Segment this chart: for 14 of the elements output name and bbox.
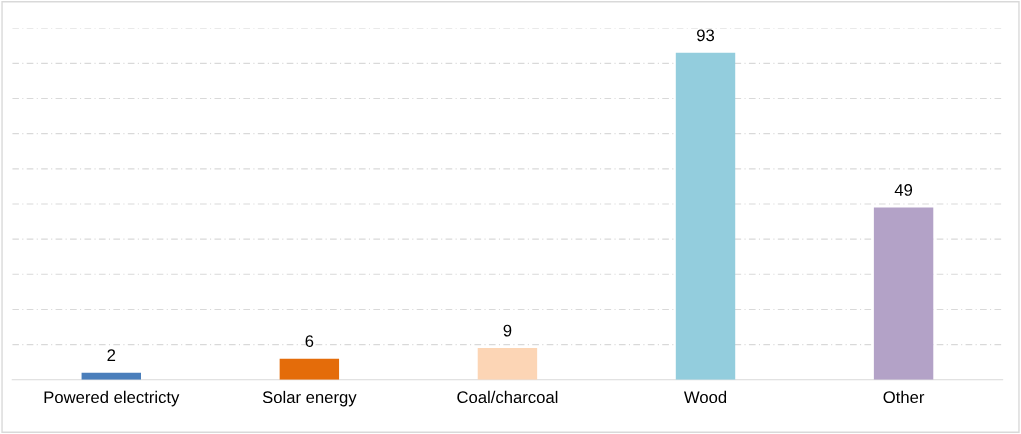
- data-label: 93: [697, 29, 715, 42]
- data-label: 49: [894, 184, 913, 196]
- bar: [873, 207, 934, 380]
- bar: [279, 358, 340, 380]
- x-tick-label: Other: [883, 390, 925, 404]
- bar: [477, 348, 538, 380]
- x-tick-label: Coal/charcoal: [457, 390, 558, 404]
- bar: [675, 52, 736, 380]
- data-label: 6: [305, 335, 314, 348]
- data-label: 9: [503, 324, 512, 337]
- x-tick-label: Wood: [683, 390, 727, 404]
- data-label: 2: [107, 349, 116, 361]
- x-tick-label: Solar energy: [262, 390, 357, 407]
- x-tick-label: Powered electricty: [44, 390, 180, 407]
